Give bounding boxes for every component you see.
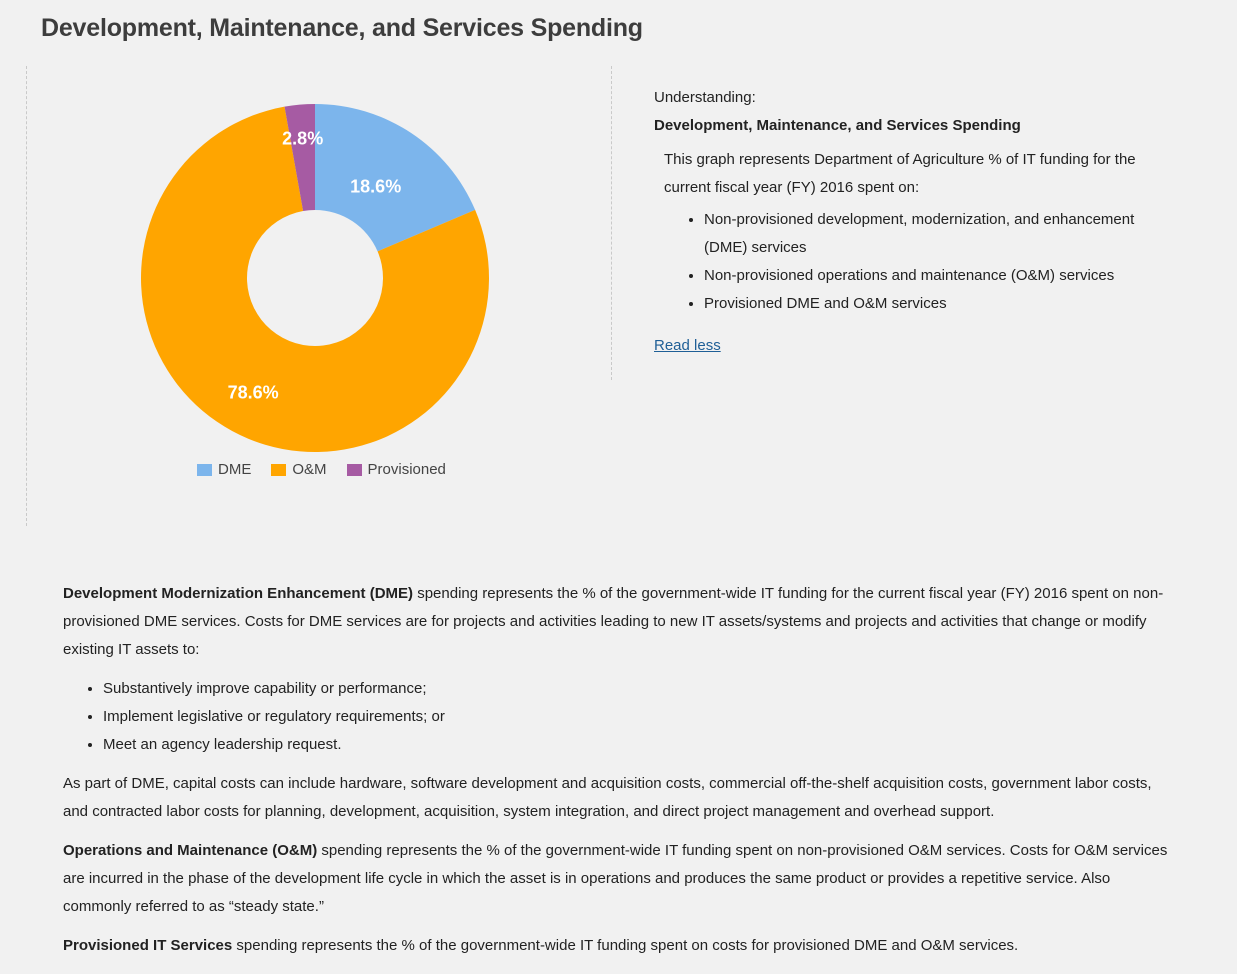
slice-label: 18.6% [350,176,401,196]
legend-swatch [197,463,212,476]
dme-definition: Development Modernization Enhancement (D… [63,580,1173,664]
understanding-label: Understanding: [654,89,756,106]
om-text: spending represents the % of the governm… [63,842,1168,915]
legend-item[interactable]: DME [197,461,251,478]
dme-list: Substantively improve capability or perf… [63,675,1173,759]
read-less-link[interactable]: Read less [654,337,721,354]
chart-legend: DME O&M Provisioned [197,461,446,478]
list-item: Provisioned DME and O&M services [704,290,1174,318]
definitions: Development Modernization Enhancement (D… [63,580,1173,971]
slice-label: 78.6% [228,382,279,402]
om-definition: Operations and Maintenance (O&M) spendin… [63,837,1173,921]
dme-term: Development Modernization Enhancement (D… [63,585,414,602]
chart-panel: 18.6% 78.6% 2.8% DME O&M Provisioned [26,66,613,526]
provisioned-definition: Provisioned IT Services spending represe… [63,932,1173,960]
donut-chart: 18.6% 78.6% 2.8% [140,104,489,453]
list-item: Non-provisioned development, modernizati… [704,206,1174,262]
legend-item[interactable]: O&M [271,461,327,478]
om-term: Operations and Maintenance (O&M) [63,842,318,859]
provisioned-term: Provisioned IT Services [63,937,233,954]
legend-swatch [346,463,362,476]
explanation-description: This graph represents Department of Agri… [664,151,1136,196]
provisioned-text: spending represents the % of the governm… [232,937,1019,954]
legend-label: O&M [292,461,327,478]
explanation-title: Development, Maintenance, and Services S… [654,117,1021,134]
slice-o-m[interactable] [140,106,489,453]
list-item: Meet an agency leadership request. [103,731,1173,759]
list-item: Non-provisioned operations and maintenan… [704,262,1174,290]
list-item: Implement legislative or regulatory requ… [103,703,1173,731]
legend-label: DME [218,461,252,478]
legend-label: Provisioned [367,461,446,478]
explanation-list: Non-provisioned development, modernizati… [654,206,1174,318]
chart-explanation: Understanding: Development, Maintenance,… [654,84,1174,360]
slice-provisioned[interactable] [284,104,315,212]
legend-item[interactable]: Provisioned [346,461,446,478]
capital-costs-text: As part of DME, capital costs can includ… [63,775,1152,820]
page-title: Development, Maintenance, and Services S… [41,14,643,42]
slice-label: 2.8% [282,129,323,149]
slice-dme[interactable] [315,104,476,252]
list-item: Substantively improve capability or perf… [103,675,1173,703]
panel-divider [611,66,612,380]
legend-swatch [271,463,287,476]
dme-text: spending represents the % of the governm… [63,585,1164,658]
